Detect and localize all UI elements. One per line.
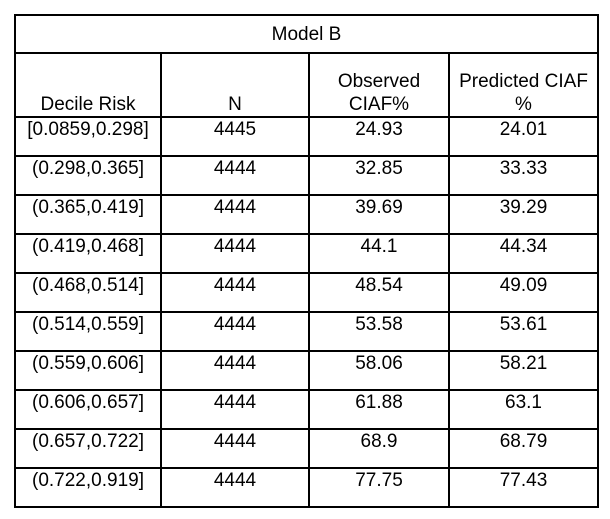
column-header-n: N [160, 52, 310, 118]
table-title: Model B [13, 14, 600, 54]
cell-decile-risk: (0.657,0.722] [14, 428, 162, 469]
cell-decile-risk: [0.0859,0.298] [14, 116, 162, 157]
cell-decile-risk: (0.298,0.365] [14, 155, 162, 196]
cell-observed-ciaf: 32.85 [308, 155, 450, 196]
cell-predicted-ciaf: 33.33 [447, 155, 600, 196]
column-header-predicted-ciaf: Predicted CIAF % [447, 52, 600, 118]
cell-decile-risk: (0.722,0.919] [14, 467, 162, 508]
title-row: Model B [13, 14, 600, 54]
cell-n: 4444 [160, 311, 310, 352]
cell-predicted-ciaf: 63.1 [447, 389, 600, 430]
cell-n: 4444 [160, 233, 310, 274]
column-header-decile-risk: Decile Risk [14, 52, 162, 118]
cell-n: 4444 [160, 272, 310, 313]
header-row: Decile Risk N Observed CIAF% Predicted C… [14, 52, 600, 118]
cell-observed-ciaf: 44.1 [308, 233, 450, 274]
cell-observed-ciaf: 61.88 [308, 389, 450, 430]
cell-observed-ciaf: 48.54 [308, 272, 450, 313]
cell-n: 4444 [160, 350, 310, 391]
cell-predicted-ciaf: 77.43 [447, 467, 600, 508]
cell-predicted-ciaf: 49.09 [447, 272, 600, 313]
cell-observed-ciaf: 53.58 [308, 311, 450, 352]
table-row: (0.559,0.606] 4444 58.06 58.21 [14, 350, 600, 391]
cell-predicted-ciaf: 39.29 [447, 194, 600, 235]
cell-predicted-ciaf: 24.01 [447, 116, 600, 157]
cell-predicted-ciaf: 44.34 [447, 233, 600, 274]
cell-predicted-ciaf: 53.61 [447, 311, 600, 352]
table-row: (0.298,0.365] 4444 32.85 33.33 [14, 155, 600, 196]
table-row: (0.657,0.722] 4444 68.9 68.79 [14, 428, 600, 469]
table-row: (0.722,0.919] 4444 77.75 77.43 [14, 467, 600, 508]
cell-decile-risk: (0.365,0.419] [14, 194, 162, 235]
cell-decile-risk: (0.514,0.559] [14, 311, 162, 352]
calibration-table: Model B Decile Risk N Observed CIAF% Pre… [13, 14, 600, 508]
table-row: (0.419,0.468] 4444 44.1 44.34 [14, 233, 600, 274]
cell-decile-risk: (0.468,0.514] [14, 272, 162, 313]
cell-observed-ciaf: 24.93 [308, 116, 450, 157]
cell-n: 4444 [160, 428, 310, 469]
cell-n: 4445 [160, 116, 310, 157]
table-row: (0.468,0.514] 4444 48.54 49.09 [14, 272, 600, 313]
table-row: [0.0859,0.298] 4445 24.93 24.01 [14, 116, 600, 157]
column-header-observed-ciaf: Observed CIAF% [308, 52, 450, 118]
cell-n: 4444 [160, 467, 310, 508]
cell-n: 4444 [160, 389, 310, 430]
cell-observed-ciaf: 39.69 [308, 194, 450, 235]
cell-observed-ciaf: 58.06 [308, 350, 450, 391]
cell-predicted-ciaf: 58.21 [447, 350, 600, 391]
table-body: [0.0859,0.298] 4445 24.93 24.01 (0.298,0.365… [14, 116, 600, 508]
cell-decile-risk: (0.419,0.468] [14, 233, 162, 274]
table-row: (0.606,0.657] 4444 61.88 63.1 [14, 389, 600, 430]
cell-n: 4444 [160, 194, 310, 235]
table-row: (0.365,0.419] 4444 39.69 39.29 [14, 194, 600, 235]
cell-observed-ciaf: 77.75 [308, 467, 450, 508]
cell-n: 4444 [160, 155, 310, 196]
table-row: (0.514,0.559] 4444 53.58 53.61 [14, 311, 600, 352]
cell-decile-risk: (0.559,0.606] [14, 350, 162, 391]
cell-decile-risk: (0.606,0.657] [14, 389, 162, 430]
cell-observed-ciaf: 68.9 [308, 428, 450, 469]
cell-predicted-ciaf: 68.79 [447, 428, 600, 469]
